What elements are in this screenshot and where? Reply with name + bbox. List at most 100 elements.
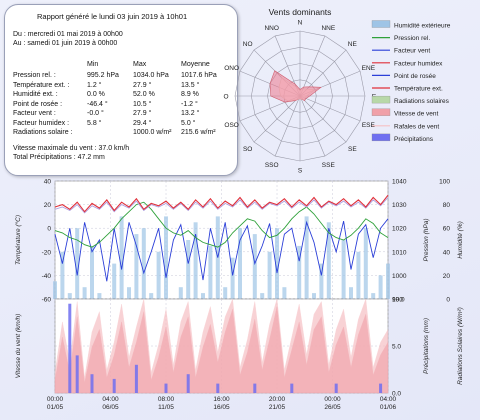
chart1-humidity-bar [312, 293, 316, 299]
chart2-precip-bar [134, 364, 138, 393]
radar-direction-label: NO [243, 41, 253, 48]
report-from: Du : mercredi 01 mai 2019 à 00h00 [13, 31, 123, 38]
report-min: 5.8 ° [87, 119, 102, 127]
chart1-left-tick: -60 [42, 297, 52, 304]
chart2-ylabel-right1: Précipitations (mm) [423, 318, 430, 374]
x-tick-time: 04:00 [380, 396, 397, 403]
chart1-right2-tick: 80 [443, 202, 451, 209]
report-avg: 13.5 ° [181, 81, 200, 89]
chart1-humidity-bar [363, 228, 368, 299]
chart2-ylabel-left: Vitesse du vent (km/h) [15, 314, 22, 379]
chart2-right1-tick: 0.0 [392, 391, 401, 398]
radar-direction-label: SSO [265, 162, 279, 169]
report-max: 1000.0 w/m² [133, 129, 172, 136]
radar-direction-label: SSE [322, 162, 336, 169]
chart2-wind-area [54, 306, 389, 394]
chart1-humidity-bar [341, 240, 346, 299]
legend-swatch [371, 95, 391, 104]
chart1-windchill-line [54, 197, 389, 214]
chart1-humidity-bar [141, 228, 146, 299]
chart1-humidity-bar [119, 216, 124, 299]
chart1-humidity-bar [319, 263, 324, 299]
chart2-precip-bar [68, 303, 72, 393]
x-tick-date: 06/05 [102, 404, 119, 411]
radar-direction-label: NE [348, 41, 358, 48]
report-max: 10.5 ° [133, 100, 152, 108]
chart1-humidity-bar [156, 251, 161, 299]
chart1-humidity-bar [230, 257, 235, 299]
rain-total: Total Précipitations : 47.2 mm [13, 154, 105, 161]
chart1-right2-tick: 20 [443, 273, 451, 280]
report-label: Pression rel. : [13, 72, 56, 79]
report-label: Humidité ext. : [13, 91, 58, 98]
x-tick-time: 00:00 [324, 396, 341, 403]
x-tick-date: 01/05 [47, 404, 64, 411]
chart1-humidity-bar [260, 293, 265, 299]
chart1-humidity-bar [371, 293, 376, 299]
report-avg: 5.0 ° [181, 119, 196, 127]
chart1-humidity-bar [112, 263, 117, 299]
x-tick-time: 00:00 [47, 396, 64, 403]
report-max: 52.0 % [133, 91, 155, 98]
report-min: -0.0 ° [87, 110, 104, 117]
report-avg: 13.2 ° [181, 110, 200, 117]
chart1-humidity-bar [223, 287, 228, 299]
chart1-humidity-bar [267, 251, 272, 299]
chart2-precip-bar [379, 383, 383, 393]
radar-direction-label: ENE [362, 65, 376, 72]
report-avg: 215.6 w/m² [181, 129, 216, 136]
chart1-humidity-bar [97, 293, 102, 299]
report-label: Facteur humidex : [13, 119, 70, 127]
chart1-humidity-bar [297, 245, 302, 299]
chart1-humidity-bar [67, 293, 72, 299]
chart1-temperature-line [54, 194, 389, 213]
chart1-humidity-bar [349, 287, 353, 299]
legend-label: Point de rosée [394, 73, 436, 80]
legend-label: Radiations solaires [394, 98, 450, 105]
report-max: 27.9 ° [133, 81, 152, 89]
chart1-ylabel-right1: Pression (hPa) [423, 219, 430, 262]
chart1-humidity-bar [178, 287, 183, 299]
x-tick-date: 16/05 [213, 404, 230, 411]
report-label: Radiations solaire : [13, 129, 73, 136]
report-max: 29.4 ° [133, 119, 152, 127]
radar-title: Vents dominants [269, 7, 332, 17]
legend-label: Humidité extérieure [394, 23, 451, 30]
radar-direction-label: NNE [321, 25, 335, 32]
chart1-left-tick: 0 [47, 226, 51, 233]
chart1-right2-tick: 60 [443, 226, 451, 233]
chart2-precip-bar [75, 355, 79, 393]
chart1-dewpoint-line [54, 218, 389, 282]
radar-direction-label: SE [348, 146, 357, 153]
x-tick-time: 04:00 [102, 396, 119, 403]
legend-swatch [371, 20, 391, 28]
radar-direction-label: NNO [264, 25, 278, 32]
radar-spoke [299, 95, 326, 157]
x-tick-time: 16:00 [213, 396, 230, 403]
wind-max: Vitesse maximale du vent : 37.0 km/h [13, 145, 130, 152]
chart1-humidity-bar [134, 234, 139, 299]
chart1-humidity-bar [164, 216, 168, 299]
chart1-humidity-bar [75, 228, 80, 299]
chart1-right2-tick: 40 [443, 249, 451, 256]
chart1-humidity-bar [282, 287, 287, 299]
header-avg: Moyenne [181, 61, 210, 68]
chart1-ylabel-right2: Humidité (%) [457, 221, 464, 259]
report-min: 995.2 hPa [87, 72, 119, 79]
x-tick-date: 11/05 [158, 404, 174, 411]
chart2-precip-bar [334, 383, 338, 393]
radar-direction-label: SO [243, 146, 252, 153]
report-label: Température ext. : [13, 81, 70, 89]
chart2-right1-tick: 5.0 [392, 344, 401, 351]
chart1-right1-tick: 1020 [392, 226, 407, 233]
legend-swatch [371, 108, 391, 116]
report-label: Point de rosée : [13, 100, 63, 108]
chart1-right2-tick: 0 [446, 297, 450, 304]
radar-direction-label: OSO [224, 122, 238, 129]
chart2-precip-bar [253, 383, 257, 393]
chart1-humidity-bar [326, 222, 331, 299]
legend-label: Facteur humidex [394, 60, 443, 67]
report-title: Rapport généré le lundi 03 juin 2019 à 1… [37, 12, 188, 21]
radar-spoke [299, 95, 347, 143]
chart1-left-tick: -20 [42, 249, 52, 256]
